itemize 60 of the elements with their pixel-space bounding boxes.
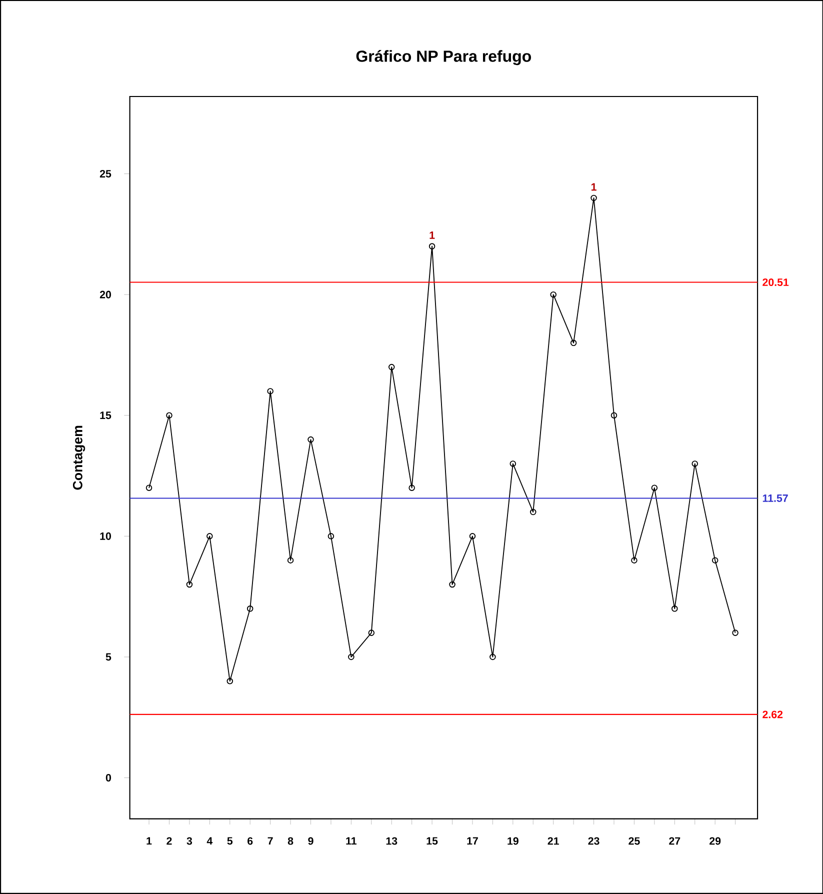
x-tick-label: 29 (709, 837, 720, 845)
point (550, 291, 556, 298)
ref-line-label: 2.62 (762, 710, 782, 718)
x-tick-label: 6 (247, 837, 252, 845)
annotation: 1 (591, 183, 596, 191)
point (469, 533, 476, 540)
point (530, 508, 536, 516)
point (671, 606, 678, 612)
x-tick-label: 4 (206, 837, 212, 845)
annotation: 1 (430, 232, 435, 239)
point (348, 654, 354, 660)
point (287, 557, 294, 564)
point (206, 533, 213, 540)
x-tick-label: 3 (186, 837, 192, 845)
x-tick-label: 8 (288, 837, 293, 845)
point (610, 412, 617, 419)
x-tick-label: 7 (268, 837, 273, 845)
point (408, 484, 415, 491)
point (368, 630, 374, 636)
y-axis-title: Contagem (72, 426, 85, 490)
x-tick-label: 23 (588, 837, 600, 845)
y-tick-label: 20 (100, 290, 111, 298)
point (489, 654, 496, 660)
y-tick-label: 0 (106, 774, 111, 782)
x-tick-label: 25 (628, 837, 640, 845)
ref-line-label: 20.51 (762, 278, 788, 286)
x-tick-label: 1 (146, 837, 152, 845)
point (630, 557, 638, 564)
x-tick-label: 11 (346, 837, 356, 845)
y-tick-label: 15 (100, 412, 111, 420)
point (651, 484, 658, 491)
point (307, 436, 314, 443)
point (712, 557, 718, 564)
point (448, 581, 456, 588)
y-tick-label: 25 (100, 170, 111, 178)
x-tick-label: 15 (426, 837, 438, 845)
x-tick-label: 17 (467, 837, 478, 845)
point (692, 460, 698, 467)
chart-title: Gráfico NP Para refugo (356, 50, 531, 66)
y-tick-label: 10 (100, 532, 111, 540)
point (510, 460, 516, 467)
x-tick-label: 2 (166, 837, 172, 845)
x-tick-label: 5 (227, 837, 232, 845)
point (570, 340, 577, 346)
y-tick-label: 5 (106, 653, 111, 661)
point (267, 388, 274, 394)
point (388, 364, 395, 370)
ref-line-label: 11.57 (762, 494, 788, 502)
point (328, 533, 334, 540)
x-tick-label: 9 (308, 837, 314, 845)
x-tick-label: 21 (548, 837, 559, 845)
x-tick-label: 19 (507, 837, 518, 845)
point (166, 412, 172, 419)
x-tick-label: 27 (668, 837, 680, 845)
point (186, 581, 192, 588)
point (226, 678, 233, 684)
point (246, 606, 254, 612)
x-tick-label: 13 (386, 837, 397, 845)
point (428, 243, 436, 250)
point (590, 194, 597, 202)
